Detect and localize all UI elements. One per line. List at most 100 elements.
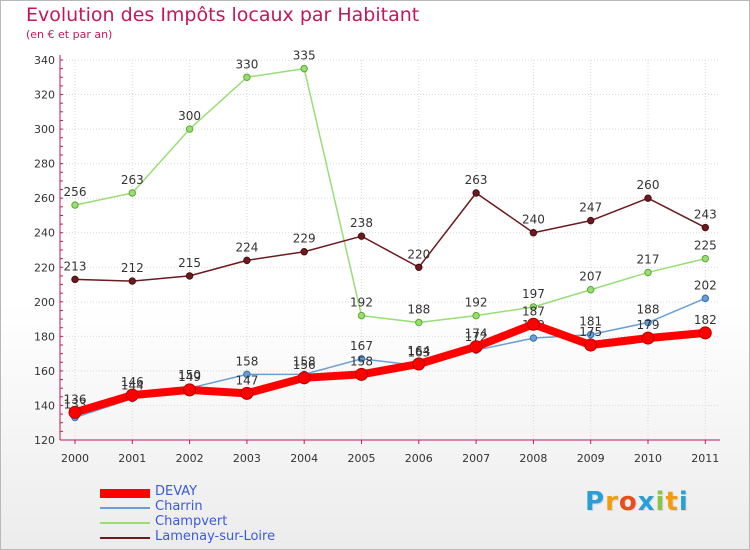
data-label: 144: [121, 379, 144, 393]
data-point: [125, 388, 139, 402]
logo-letter: i: [655, 487, 666, 517]
legend-label: Charrin: [155, 499, 203, 514]
x-tick-label: 2003: [233, 452, 261, 465]
data-label: 207: [579, 270, 602, 284]
logo-letter: x: [637, 487, 656, 517]
data-point: [243, 256, 251, 265]
data-point: [68, 405, 82, 419]
data-label: 197: [522, 287, 545, 301]
data-label: 158: [235, 354, 258, 368]
data-label: 164: [407, 344, 430, 358]
data-label: 224: [235, 240, 258, 254]
data-point: [529, 229, 538, 237]
data-label: 192: [465, 296, 488, 310]
data-label: 243: [694, 208, 717, 222]
data-label: 260: [637, 178, 660, 192]
data-point: [587, 216, 595, 225]
data-label: 175: [579, 325, 602, 339]
series-line: [74, 67, 706, 324]
data-point: [644, 318, 652, 327]
y-tick-label: 220: [34, 261, 55, 274]
logo-letter: P: [585, 487, 606, 517]
data-label: 217: [637, 252, 660, 266]
data-point: [529, 303, 538, 311]
y-tick-label: 340: [34, 54, 55, 67]
x-tick-label: 2007: [462, 452, 490, 465]
series-charrin: 133144150158158167163172179181188202: [64, 278, 717, 422]
data-point: [355, 367, 368, 381]
data-label: 147: [235, 373, 258, 387]
legend-swatch: [100, 537, 150, 539]
legend-swatch: [100, 507, 150, 509]
logo-letter: i: [678, 487, 689, 517]
legend-item: DEVAY: [100, 484, 360, 500]
legend-label: DEVAY: [155, 484, 198, 499]
data-point: [243, 73, 251, 81]
data-point: [412, 357, 426, 371]
data-label: 149: [178, 370, 201, 384]
x-tick-label: 2002: [176, 452, 204, 465]
data-label: 247: [579, 201, 602, 215]
series-champvert: 256 263 300 330 335 192 188 192 197 207 217 225: [64, 49, 717, 327]
data-label: 212: [121, 261, 144, 275]
data-label: 238: [350, 216, 373, 230]
data-label: 330: [235, 57, 258, 71]
data-label: 174: [465, 327, 488, 341]
data-label: 213: [64, 259, 87, 273]
legend-item: Charrin: [100, 499, 360, 515]
x-tick-label: 2009: [577, 452, 605, 465]
x-tick-label: 2006: [405, 452, 433, 465]
data-label: 263: [121, 173, 144, 187]
data-label: 335: [293, 49, 316, 63]
data-point: [584, 338, 598, 352]
x-tick-label: 2000: [61, 452, 89, 465]
data-label: 229: [293, 232, 316, 246]
data-label: 188: [637, 303, 660, 317]
data-label: 136: [64, 392, 87, 406]
data-label: 182: [694, 313, 717, 327]
data-label: 225: [694, 239, 717, 253]
data-label: 220: [407, 247, 430, 261]
legend-label: Champvert: [155, 514, 228, 529]
data-label: 156: [293, 358, 316, 372]
legend-item: Champvert: [100, 514, 360, 530]
legend: DEVAY Charrin Champvert Lamenay-sur-Loire: [100, 484, 360, 545]
data-point: [587, 330, 595, 339]
y-tick-label: 160: [34, 365, 55, 378]
series-line: [73, 320, 706, 417]
chart-subtitle: (en € et par an): [26, 28, 113, 41]
data-label: 256: [64, 185, 87, 199]
data-point: [357, 232, 366, 240]
data-point: [644, 194, 652, 202]
data-point: [185, 125, 194, 133]
y-tick-label: 140: [34, 399, 55, 412]
data-label: 300: [178, 109, 201, 123]
data-label: 188: [407, 303, 430, 317]
y-tick-label: 240: [34, 227, 55, 240]
y-tick-label: 300: [34, 123, 55, 136]
logo-letter: o: [618, 487, 638, 517]
data-point: [698, 326, 712, 340]
data-point: [357, 355, 366, 363]
data-label: 158: [293, 354, 316, 368]
data-point: [243, 370, 251, 379]
data-point: [644, 268, 652, 277]
y-tick-label: 280: [34, 158, 55, 171]
data-point: [185, 272, 194, 280]
data-point: [472, 189, 480, 197]
data-point: [300, 248, 308, 256]
data-point: [587, 286, 595, 294]
y-tick-label: 260: [34, 192, 55, 205]
y-tick-label: 320: [34, 89, 55, 102]
data-point: [472, 311, 480, 320]
legend-swatch: [100, 488, 150, 498]
data-label: 215: [178, 256, 201, 270]
legend-swatch: [100, 522, 150, 524]
series-line: [74, 297, 706, 419]
x-tick-label: 2010: [634, 452, 662, 465]
data-label: 240: [522, 213, 545, 227]
data-point: [701, 294, 709, 303]
data-point: [469, 340, 483, 354]
